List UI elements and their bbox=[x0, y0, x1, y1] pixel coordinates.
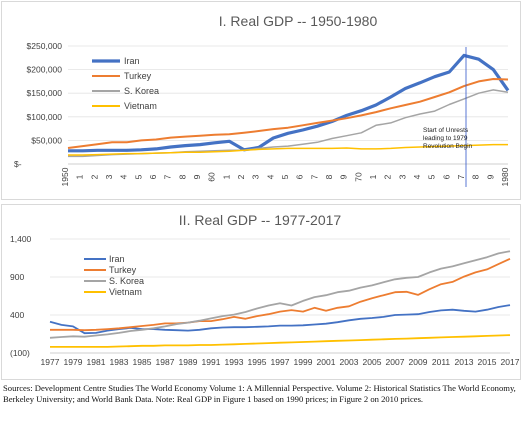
chart-2-x-tick-label: 2009 bbox=[409, 357, 428, 367]
chart-1-annotation-text: leading to 1979 bbox=[423, 135, 468, 142]
chart-2-x-tick-label: 2003 bbox=[340, 357, 359, 367]
chart-2-series-line-s-korea bbox=[49, 250, 511, 339]
chart-1-x-tick-label: 3 bbox=[397, 174, 407, 179]
chart-2-x-tick-label: 1977 bbox=[41, 357, 60, 367]
chart-2-x-tick-label: 2005 bbox=[363, 357, 382, 367]
chart-2-x-tick-label: 1993 bbox=[225, 357, 244, 367]
chart-1-x-tick-label: 8 bbox=[471, 174, 481, 179]
chart-2-x-tick-label: 1981 bbox=[87, 357, 106, 367]
chart-1-x-tick-label: 3 bbox=[104, 174, 114, 179]
chart-1-y-tick-label: $150,000 bbox=[27, 88, 63, 98]
chart-2-x-tick-label: 2011 bbox=[432, 357, 451, 367]
chart-gdp-1977-2017: II. Real GDP -- 1977-2017 (100) 400 900 1,40… bbox=[1, 204, 521, 380]
chart-2-y-tick-label: (100) bbox=[10, 348, 30, 358]
chart-1-x-tick-label: 9 bbox=[339, 174, 349, 179]
chart-2-x-tick-label: 2007 bbox=[386, 357, 405, 367]
chart-1-x-tick-label: 4 bbox=[265, 174, 275, 179]
chart-2-x-tick-label: 1991 bbox=[202, 357, 221, 367]
chart-2-x-tick-label: 1987 bbox=[156, 357, 175, 367]
chart-1-x-tick-label: 2 bbox=[89, 174, 99, 179]
sources-caption: Sources: Development Centre Studies The … bbox=[3, 383, 516, 404]
chart-1-series-line-vietnam bbox=[68, 143, 508, 156]
chart-1-x-tick-label: 1 bbox=[75, 174, 85, 179]
chart-1-canvas: I. Real GDP -- 1950-1980 $- $50,000 $100,00… bbox=[14, 13, 510, 187]
chart-1-title: I. Real GDP -- 1950-1980 bbox=[219, 13, 378, 29]
chart-1-legend-label: S. Korea bbox=[124, 86, 159, 96]
chart-1-x-tick-label: 7 bbox=[456, 174, 466, 179]
chart-1-series-line-turkey bbox=[67, 78, 509, 149]
chart-2-x-tick-label: 1983 bbox=[110, 357, 129, 367]
chart-1-x-tick-label: 5 bbox=[280, 174, 290, 179]
chart-2-canvas: II. Real GDP -- 1977-2017 (100) 400 900 1,40… bbox=[10, 212, 520, 367]
chart-1-x-tick-label: 5 bbox=[133, 174, 143, 179]
chart-2-y-tick-label: 900 bbox=[10, 272, 24, 282]
chart-2-x-tick-label: 2017 bbox=[501, 357, 520, 367]
chart-1-x-tick-label: 60 bbox=[207, 172, 217, 182]
chart-2-x-tick-label: 1997 bbox=[271, 357, 290, 367]
chart-2-x-tick-label: 1999 bbox=[294, 357, 313, 367]
chart-1-y-tick-label: $50,000 bbox=[31, 135, 62, 145]
chart-1-x-tick-label: 1 bbox=[368, 174, 378, 179]
chart-1-x-tick-label: 6 bbox=[148, 174, 158, 179]
chart-2-legend-label: Vietnam bbox=[109, 287, 142, 297]
chart-2-x-tick-label: 1989 bbox=[179, 357, 198, 367]
chart-2-legend-label: Turkey bbox=[109, 265, 137, 275]
chart-1-y-tick-label: $250,000 bbox=[27, 41, 63, 51]
chart-1-x-tick-label: 7 bbox=[309, 174, 319, 179]
chart-2-legend-label: S. Korea bbox=[109, 276, 144, 286]
chart-2-x-tick-label: 2013 bbox=[455, 357, 474, 367]
chart-2-title: II. Real GDP -- 1977-2017 bbox=[179, 212, 342, 228]
chart-1-annotation-text: Start of Unrests bbox=[423, 127, 469, 134]
chart-1-x-tick-label: 2 bbox=[383, 174, 393, 179]
chart-2-x-tick-label: 1995 bbox=[248, 357, 267, 367]
chart-1-x-tick-label: 2 bbox=[236, 174, 246, 179]
chart-2-x-tick-label: 1979 bbox=[64, 357, 83, 367]
chart-1-x-tick-label: 70 bbox=[353, 172, 363, 182]
chart-1-x-tick-label: 8 bbox=[324, 174, 334, 179]
chart-1-x-tick-label: 9 bbox=[192, 174, 202, 179]
chart-1-x-tick-label: 7 bbox=[163, 174, 173, 179]
chart-1-x-tick-label: 6 bbox=[295, 174, 305, 179]
chart-2-legend-label: Iran bbox=[109, 254, 125, 264]
chart-1-x-tick-label: 3 bbox=[251, 174, 261, 179]
chart-1-y-tick-label: $- bbox=[14, 159, 22, 169]
chart-1-x-tick-label: 1980 bbox=[500, 167, 510, 186]
chart-1-x-tick-label: 5 bbox=[427, 174, 437, 179]
chart-1-legend-label: Vietnam bbox=[124, 101, 157, 111]
chart-2-y-tick-label: 1,400 bbox=[10, 234, 32, 244]
chart-1-x-tick-label: 9 bbox=[485, 174, 495, 179]
chart-1-y-tick-label: $100,000 bbox=[27, 112, 63, 122]
chart-2-y-tick-label: 400 bbox=[10, 310, 24, 320]
chart-1-annotation-text: Revolution Begin bbox=[423, 143, 473, 150]
chart-1-x-tick-label: 4 bbox=[119, 174, 129, 179]
chart-1-y-tick-label: $200,000 bbox=[27, 65, 63, 75]
chart-gdp-1950-1980: I. Real GDP -- 1950-1980 $- $50,000 $100,00… bbox=[1, 1, 521, 200]
chart-1-x-tick-label: 6 bbox=[441, 174, 451, 179]
chart-2-series-line-turkey bbox=[50, 257, 511, 332]
chart-1-legend-label: Iran bbox=[124, 56, 140, 66]
chart-2-x-tick-label: 1985 bbox=[133, 357, 152, 367]
chart-2-x-tick-label: 2001 bbox=[317, 357, 336, 367]
chart-1-x-tick-label: 8 bbox=[177, 174, 187, 179]
chart-1-legend-label: Turkey bbox=[124, 71, 152, 81]
chart-1-x-tick-label: 1950 bbox=[60, 167, 70, 186]
chart-1-x-tick-label: 4 bbox=[412, 174, 422, 179]
chart-2-x-tick-label: 2015 bbox=[478, 357, 497, 367]
chart-2-series-line-vietnam bbox=[50, 334, 511, 348]
chart-1-series-line-iran bbox=[68, 53, 510, 153]
chart-1-x-tick-label: 1 bbox=[221, 174, 231, 179]
